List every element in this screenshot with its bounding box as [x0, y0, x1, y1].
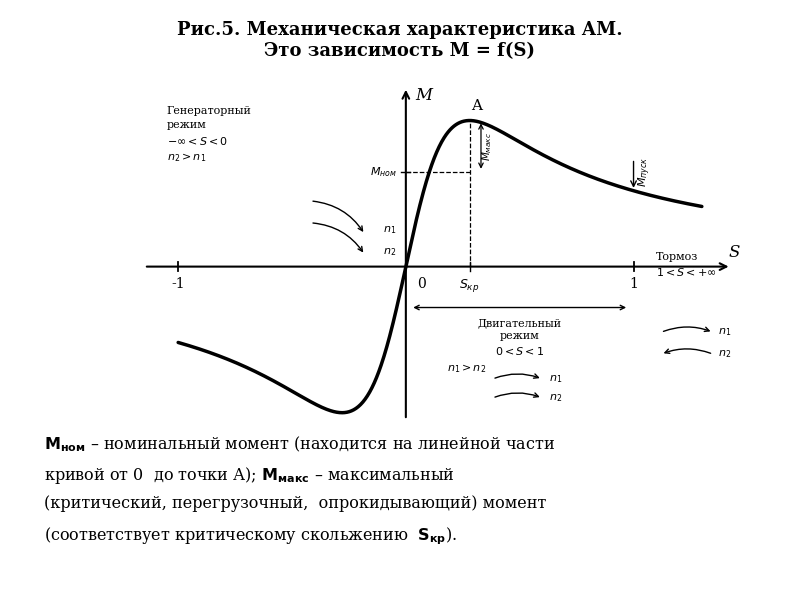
Text: $n_1$: $n_1$ — [383, 224, 396, 236]
Text: $n_1$: $n_1$ — [718, 326, 731, 338]
Text: (соответствует критическому скольжению  $\mathbf{S_{кр}}$).: (соответствует критическому скольжению $… — [44, 525, 457, 547]
Text: Двигательный
режим
$0 < S < 1$: Двигательный режим $0 < S < 1$ — [478, 318, 562, 357]
Text: 1: 1 — [629, 277, 638, 291]
Text: Это зависимость М = f(S): Это зависимость М = f(S) — [265, 42, 535, 60]
Text: $n_2$: $n_2$ — [550, 392, 562, 404]
Text: 0: 0 — [418, 277, 426, 291]
Text: кривой от 0  до точки А); $\mathbf{M_{макс}}$ – максимальный: кривой от 0 до точки А); $\mathbf{M_{мак… — [44, 465, 455, 486]
Text: $n_2$: $n_2$ — [718, 349, 731, 360]
Text: (критический, перегрузочный,  опрокидывающий) момент: (критический, перегрузочный, опрокидываю… — [44, 495, 546, 512]
Text: S: S — [728, 244, 739, 261]
Text: A: A — [471, 99, 482, 113]
Text: $n_2$: $n_2$ — [383, 246, 396, 258]
Text: $M_{макс}$: $M_{макс}$ — [480, 131, 494, 161]
Text: $n_1$: $n_1$ — [550, 373, 562, 385]
Text: Тормоз
$1 < S < +\infty$: Тормоз $1 < S < +\infty$ — [656, 252, 717, 278]
Text: M: M — [415, 87, 432, 104]
Text: $\mathbf{M_{ном}}$ – номинальный момент (находится на линейной части: $\mathbf{M_{ном}}$ – номинальный момент … — [44, 435, 555, 454]
Text: -1: -1 — [171, 277, 185, 291]
Text: $S_{кр}$: $S_{кр}$ — [459, 277, 480, 294]
Text: $M_{пуск}$: $M_{пуск}$ — [637, 157, 653, 187]
Text: Генераторный
режим
$-\infty < S < 0$
$n_2 > n_1$: Генераторный режим $-\infty < S < 0$ $n_… — [166, 106, 252, 164]
Text: $n_1 > n_2$: $n_1 > n_2$ — [447, 362, 486, 375]
Text: $M_{ном}$: $M_{ном}$ — [370, 165, 397, 179]
Text: Рис.5. Механическая характеристика АМ.: Рис.5. Механическая характеристика АМ. — [177, 21, 623, 39]
